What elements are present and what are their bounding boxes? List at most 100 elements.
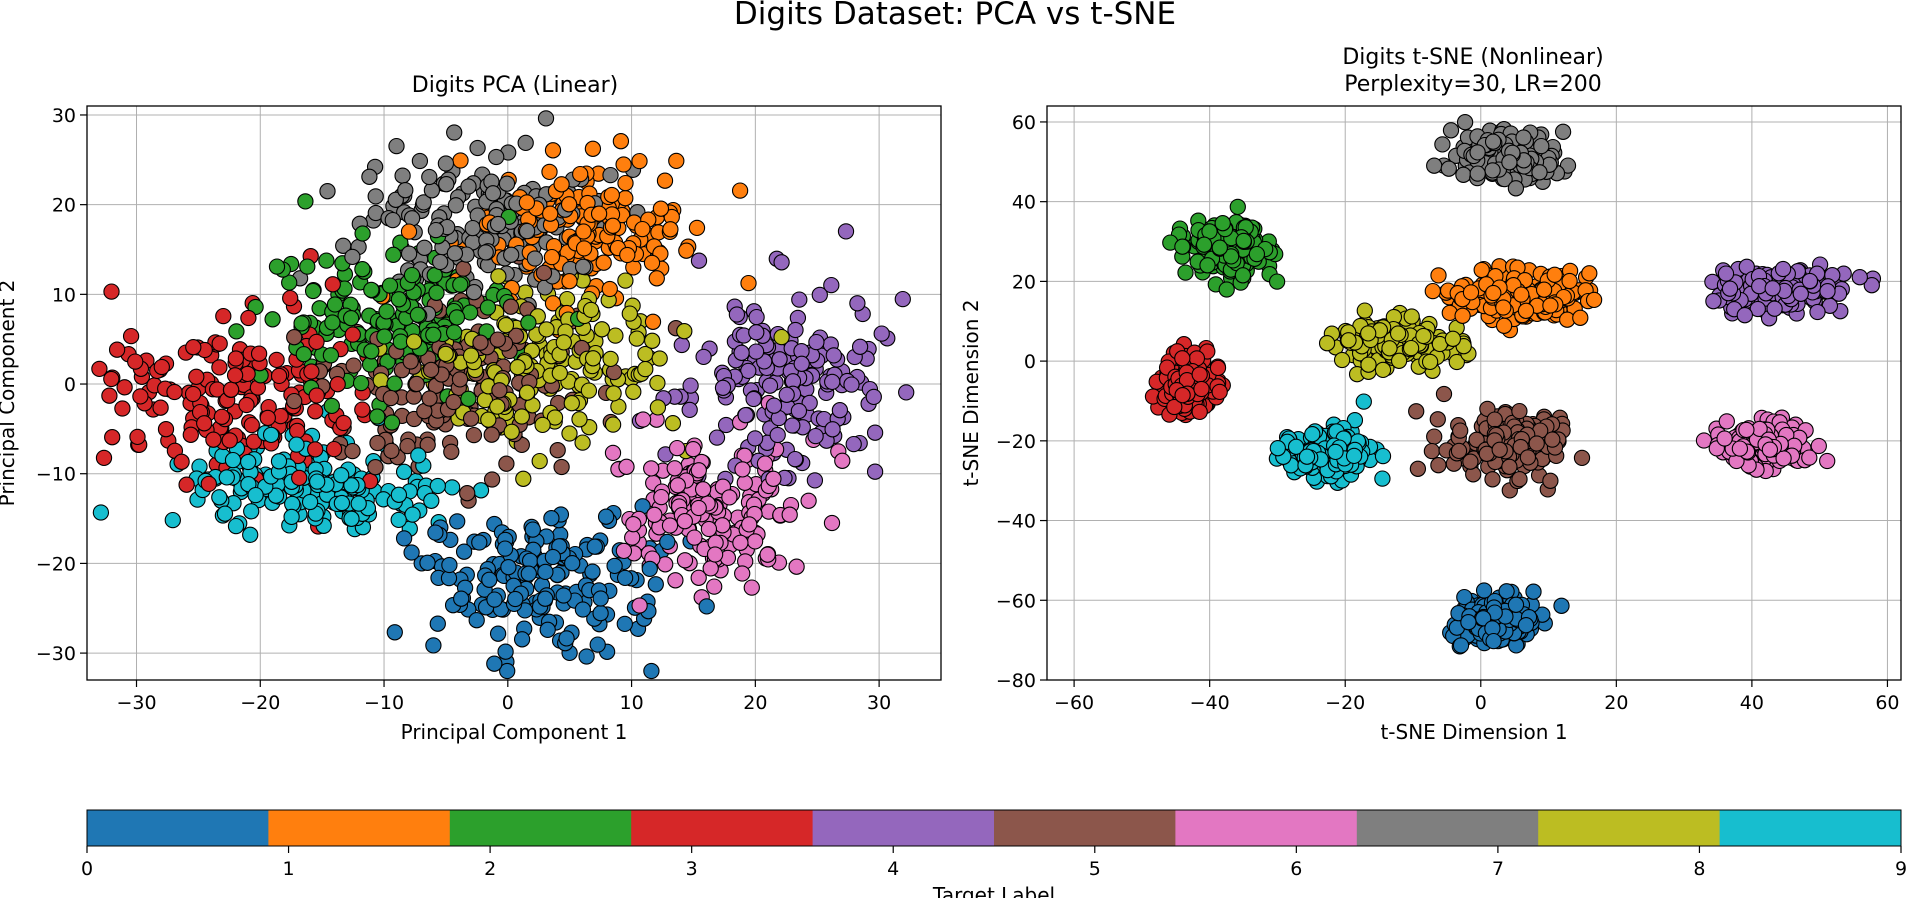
scatter-point-class-8 [617, 272, 634, 289]
scatter-point-class-4 [1863, 277, 1880, 294]
scatter-point-class-0 [643, 662, 660, 680]
scatter-point-class-0 [641, 560, 658, 578]
scatter-point-class-3 [114, 400, 131, 417]
scatter-point-class-1 [1454, 307, 1471, 324]
y-tick-label: 40 [1012, 192, 1036, 214]
scatter-point-class-6 [1716, 430, 1733, 447]
x-tick-label: 40 [1740, 692, 1764, 714]
scatter-point-class-5 [535, 264, 553, 282]
scatter-point-class-6 [706, 546, 724, 563]
scatter-point-class-3 [188, 368, 205, 385]
scatter-point-class-8 [584, 350, 602, 367]
scatter-point-class-0 [425, 637, 442, 654]
scatter-point-class-3 [308, 387, 325, 404]
scatter-point-class-7 [489, 215, 507, 233]
colorbar-segment-7 [1356, 810, 1539, 846]
scatter-point-class-5 [1429, 411, 1446, 428]
scatter-point-class-7 [411, 152, 429, 170]
colorbar-tick-label: 1 [283, 858, 295, 880]
scatter-point-class-2 [264, 311, 281, 328]
scatter-point-class-1 [1513, 286, 1530, 303]
scatter-point-class-4 [740, 362, 757, 380]
scatter-point-class-1 [572, 165, 589, 183]
scatter-point-class-0 [606, 557, 623, 575]
scatter-point-class-2 [342, 310, 360, 327]
scatter-point-class-4 [1766, 300, 1783, 317]
scatter-point-class-2 [369, 408, 386, 425]
scatter-point-class-8 [664, 415, 682, 432]
pca-axes: Digits PCA (Linear) −30 −20 −10 0 10 20 30−30−… [0, 73, 942, 744]
scatter-point-class-3 [196, 415, 213, 432]
scatter-point-class-7 [1501, 154, 1518, 171]
scatter-point-class-6 [669, 477, 686, 494]
scatter-point-class-6 [741, 516, 758, 533]
scatter-point-class-3 [108, 341, 126, 358]
scatter-point-class-2 [376, 328, 393, 345]
scatter-point-class-9 [92, 504, 110, 521]
scatter-point-class-7 [1456, 114, 1474, 131]
scatter-point-class-4 [1801, 272, 1819, 290]
scatter-point-class-3 [307, 403, 324, 420]
scatter-point-class-3 [268, 351, 285, 369]
scatter-point-class-3 [270, 367, 288, 385]
scatter-point-class-7 [388, 137, 405, 155]
scatter-point-class-2 [228, 323, 245, 340]
scatter-point-class-4 [1705, 293, 1722, 310]
scatter-point-class-9 [1355, 393, 1372, 410]
scatter-point-class-1 [1485, 284, 1502, 302]
scatter-point-class-7 [394, 167, 411, 184]
scatter-point-class-3 [226, 367, 244, 384]
scatter-point-class-0 [471, 534, 488, 551]
scatter-point-class-7 [437, 155, 455, 172]
x-tick-label: 0 [502, 692, 514, 714]
scatter-point-class-3 [1209, 359, 1227, 377]
scatter-point-class-0 [1507, 596, 1525, 613]
scatter-point-class-8 [1340, 332, 1357, 349]
scatter-point-class-7 [1515, 129, 1532, 146]
scatter-point-class-1 [644, 313, 662, 330]
scatter-point-class-3 [1211, 383, 1228, 401]
scatter-point-class-5 [1544, 431, 1561, 448]
scatter-point-class-4 [778, 386, 795, 403]
scatter-point-class-6 [676, 552, 694, 569]
scatter-point-class-9 [333, 467, 350, 484]
scatter-point-class-8 [555, 334, 572, 351]
scatter-point-class-8 [515, 470, 532, 487]
scatter-point-class-7 [1533, 137, 1550, 155]
scatter-point-class-6 [625, 516, 642, 533]
scatter-point-class-9 [240, 453, 257, 471]
scatter-point-class-5 [451, 371, 469, 388]
scatter-point-class-8 [405, 333, 423, 350]
scatter-point-class-0 [555, 587, 572, 604]
scatter-point-class-1 [1561, 272, 1578, 290]
scatter-point-class-5 [1519, 449, 1537, 466]
scatter-point-class-3 [222, 381, 240, 398]
scatter-point-class-4 [714, 379, 732, 396]
scatter-point-class-5 [1573, 449, 1591, 467]
scatter-point-class-8 [580, 382, 598, 399]
scatter-point-class-0 [592, 605, 609, 622]
scatter-point-class-2 [383, 414, 401, 431]
scatter-point-class-8 [593, 321, 611, 338]
scatter-point-class-4 [1764, 280, 1781, 297]
scatter-point-class-2 [293, 315, 310, 332]
scatter-point-class-0 [524, 521, 541, 538]
scatter-point-class-3 [325, 440, 343, 458]
scatter-point-class-3 [129, 428, 146, 446]
scatter-point-class-3 [329, 376, 346, 393]
scatter-point-class-4 [866, 463, 884, 480]
pca-points [91, 110, 915, 680]
scatter-point-class-6 [800, 492, 817, 509]
scatter-point-class-7 [477, 244, 494, 261]
scatter-point-class-3 [308, 333, 325, 351]
scatter-point-class-7 [421, 168, 438, 186]
scatter-point-class-5 [445, 393, 462, 411]
colorbar-tick-label: 7 [1492, 858, 1504, 880]
scatter-point-class-4 [825, 347, 842, 364]
scatter-point-class-5 [1452, 422, 1469, 439]
scatter-point-class-6 [631, 597, 648, 614]
scatter-point-class-9 [164, 511, 181, 529]
scatter-point-class-8 [649, 399, 667, 416]
scatter-point-class-8 [605, 385, 622, 402]
scatter-point-class-8 [534, 416, 551, 434]
